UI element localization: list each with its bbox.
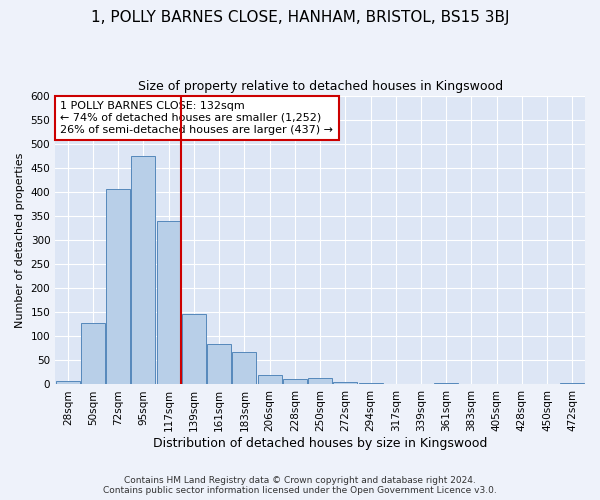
Bar [257, 375, 281, 384]
Bar [283, 378, 307, 384]
Bar [81, 324, 105, 384]
Bar [334, 382, 357, 384]
Text: 1, POLLY BARNES CLOSE, HANHAM, BRISTOL, BS15 3BJ: 1, POLLY BARNES CLOSE, HANHAM, BRISTOL, … [91, 10, 509, 25]
Bar [131, 156, 155, 384]
Bar [106, 189, 130, 384]
Bar [359, 382, 383, 384]
Bar [232, 352, 256, 384]
Bar [560, 383, 584, 384]
Bar [182, 314, 206, 384]
X-axis label: Distribution of detached houses by size in Kingswood: Distribution of detached houses by size … [153, 437, 487, 450]
Bar [308, 378, 332, 384]
Bar [157, 220, 181, 384]
Title: Size of property relative to detached houses in Kingswood: Size of property relative to detached ho… [137, 80, 503, 93]
Bar [56, 380, 80, 384]
Y-axis label: Number of detached properties: Number of detached properties [15, 152, 25, 328]
Text: 1 POLLY BARNES CLOSE: 132sqm
← 74% of detached houses are smaller (1,252)
26% of: 1 POLLY BARNES CLOSE: 132sqm ← 74% of de… [61, 102, 334, 134]
Bar [434, 383, 458, 384]
Bar [207, 344, 231, 384]
Text: Contains HM Land Registry data © Crown copyright and database right 2024.
Contai: Contains HM Land Registry data © Crown c… [103, 476, 497, 495]
